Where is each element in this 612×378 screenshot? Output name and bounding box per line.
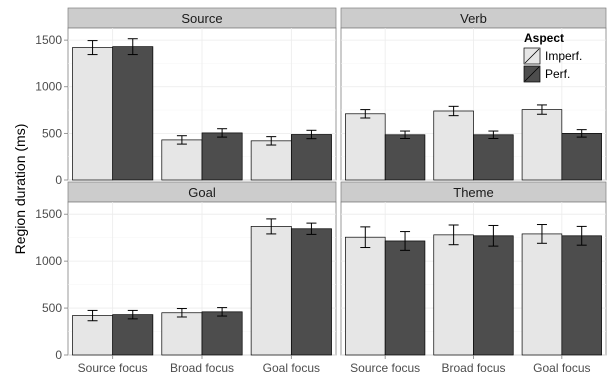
y-tick-label: 1000: [35, 254, 62, 268]
bar-verb-broad-focus-imperf: [433, 110, 474, 181]
panel-source: Source 0 500 1000 1500: [35, 7, 337, 187]
strip-label-goal: Goal: [188, 185, 216, 200]
legend: Aspect Imperf. Perf.: [523, 31, 582, 83]
bar-goal-broad-focus-perf: [201, 311, 243, 356]
bar-theme-broad-focus-perf: [473, 235, 514, 356]
panel-goal: Goal 0 500 1000 1500 Source focus Broad focus G…: [35, 181, 337, 375]
x-tick-label-source-focus: Source focus: [78, 361, 148, 375]
y-tick-label: 500: [42, 126, 62, 140]
bar-theme-source-focus-perf: [384, 240, 426, 356]
bar-verb-source-focus-imperf: [345, 113, 386, 181]
bar-source-broad-focus-perf: [201, 132, 243, 181]
y-tick-label: 1500: [35, 33, 62, 47]
x-tick-label-source-focus: Source focus: [350, 361, 420, 375]
bar-source-broad-focus-imperf: [161, 139, 203, 181]
bar-verb-source-focus-perf: [384, 134, 426, 181]
bar-verb-broad-focus-perf: [473, 134, 514, 181]
bar-theme-broad-focus-imperf: [433, 234, 474, 356]
legend-label-perf: Perf.: [545, 67, 570, 81]
panel-theme: Theme Source focus Broad focus Goal focus: [340, 181, 607, 375]
legend-key-slash: [524, 66, 540, 82]
legend-key-slash: [524, 48, 540, 64]
y-tick-label: 1000: [35, 80, 62, 94]
panel-verb: Verb: [340, 7, 607, 181]
x-tick-label-goal-focus: Goal focus: [263, 361, 320, 375]
bar-goal-goal-focus-perf: [290, 228, 332, 356]
bar-source-source-focus-imperf: [72, 47, 114, 181]
x-tick-label-broad-focus: Broad focus: [441, 361, 505, 375]
strip-label-verb: Verb: [460, 11, 487, 26]
y-tick-label: 500: [42, 301, 62, 315]
x-tick-label-broad-focus: Broad focus: [170, 361, 234, 375]
y-axis-title: Region duration (ms): [12, 124, 28, 255]
strip-label-theme: Theme: [453, 185, 493, 200]
panels: Source050010001500VerbGoal050010001500So…: [35, 7, 607, 375]
y-tick-label: 0: [55, 348, 62, 362]
bar-goal-goal-focus-imperf: [250, 226, 292, 356]
y-tick-label: 1500: [35, 207, 62, 221]
bar-source-goal-focus-perf: [290, 134, 332, 181]
bar-theme-goal-focus-imperf: [521, 233, 563, 356]
legend-title: Aspect: [524, 31, 564, 45]
bar-goal-source-focus-perf: [112, 314, 154, 356]
x-tick-label-goal-focus: Goal focus: [533, 361, 590, 375]
bar-theme-source-focus-imperf: [345, 236, 386, 356]
bar-goal-broad-focus-imperf: [161, 312, 203, 356]
bar-source-source-focus-perf: [112, 46, 154, 181]
bar-verb-goal-focus-perf: [561, 133, 602, 181]
strip-label-source: Source: [181, 11, 222, 26]
bar-goal-source-focus-imperf: [72, 315, 114, 356]
y-tick-label: 0: [55, 173, 62, 187]
bar-theme-goal-focus-perf: [561, 235, 602, 356]
bar-source-goal-focus-imperf: [250, 140, 292, 181]
legend-label-imperf: Imperf.: [545, 49, 582, 63]
bar-verb-goal-focus-imperf: [521, 109, 563, 181]
